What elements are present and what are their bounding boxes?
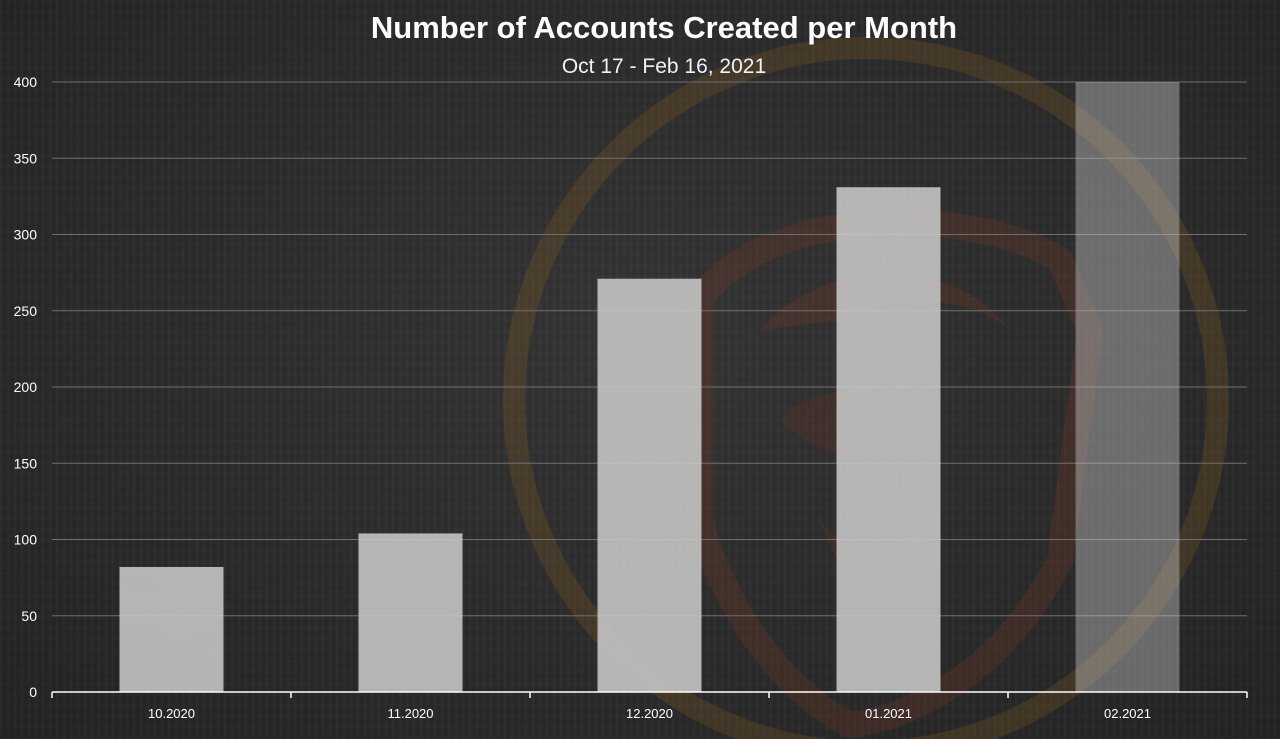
bar-10.2020 xyxy=(119,566,224,692)
chart-title: Number of Accounts Created per Month xyxy=(371,10,957,45)
x-tick-label: 12.2020 xyxy=(626,706,673,721)
y-tick-label: 350 xyxy=(14,150,38,166)
x-tick-label: 01.2021 xyxy=(865,706,912,721)
x-tick-label: 02.2021 xyxy=(1104,706,1151,721)
y-tick-label: 50 xyxy=(21,608,37,624)
y-tick-label: 200 xyxy=(14,379,38,395)
bar-series xyxy=(119,82,1180,692)
bar-02.2021 xyxy=(1075,82,1180,692)
y-tick-label: 150 xyxy=(14,455,38,471)
y-tick-label: 400 xyxy=(14,74,38,90)
y-tick-label: 100 xyxy=(14,532,38,548)
bar-11.2020 xyxy=(358,533,463,692)
y-tick-label: 300 xyxy=(14,227,38,243)
x-tick-label: 11.2020 xyxy=(387,706,433,721)
x-axis: 10.2020 11.2020 12.2020 01.2021 02.2021 xyxy=(51,691,1248,721)
bar-01.2021 xyxy=(836,187,941,692)
chart-subtitle: Oct 17 - Feb 16, 2021 xyxy=(562,55,766,78)
y-tick-label: 250 xyxy=(14,303,38,319)
y-axis: 0 50 100 150 200 250 300 350 400 xyxy=(14,74,38,700)
x-tick-label: 10.2020 xyxy=(148,706,195,721)
y-tick-label: 0 xyxy=(29,684,37,700)
bar-12.2020 xyxy=(597,278,702,692)
